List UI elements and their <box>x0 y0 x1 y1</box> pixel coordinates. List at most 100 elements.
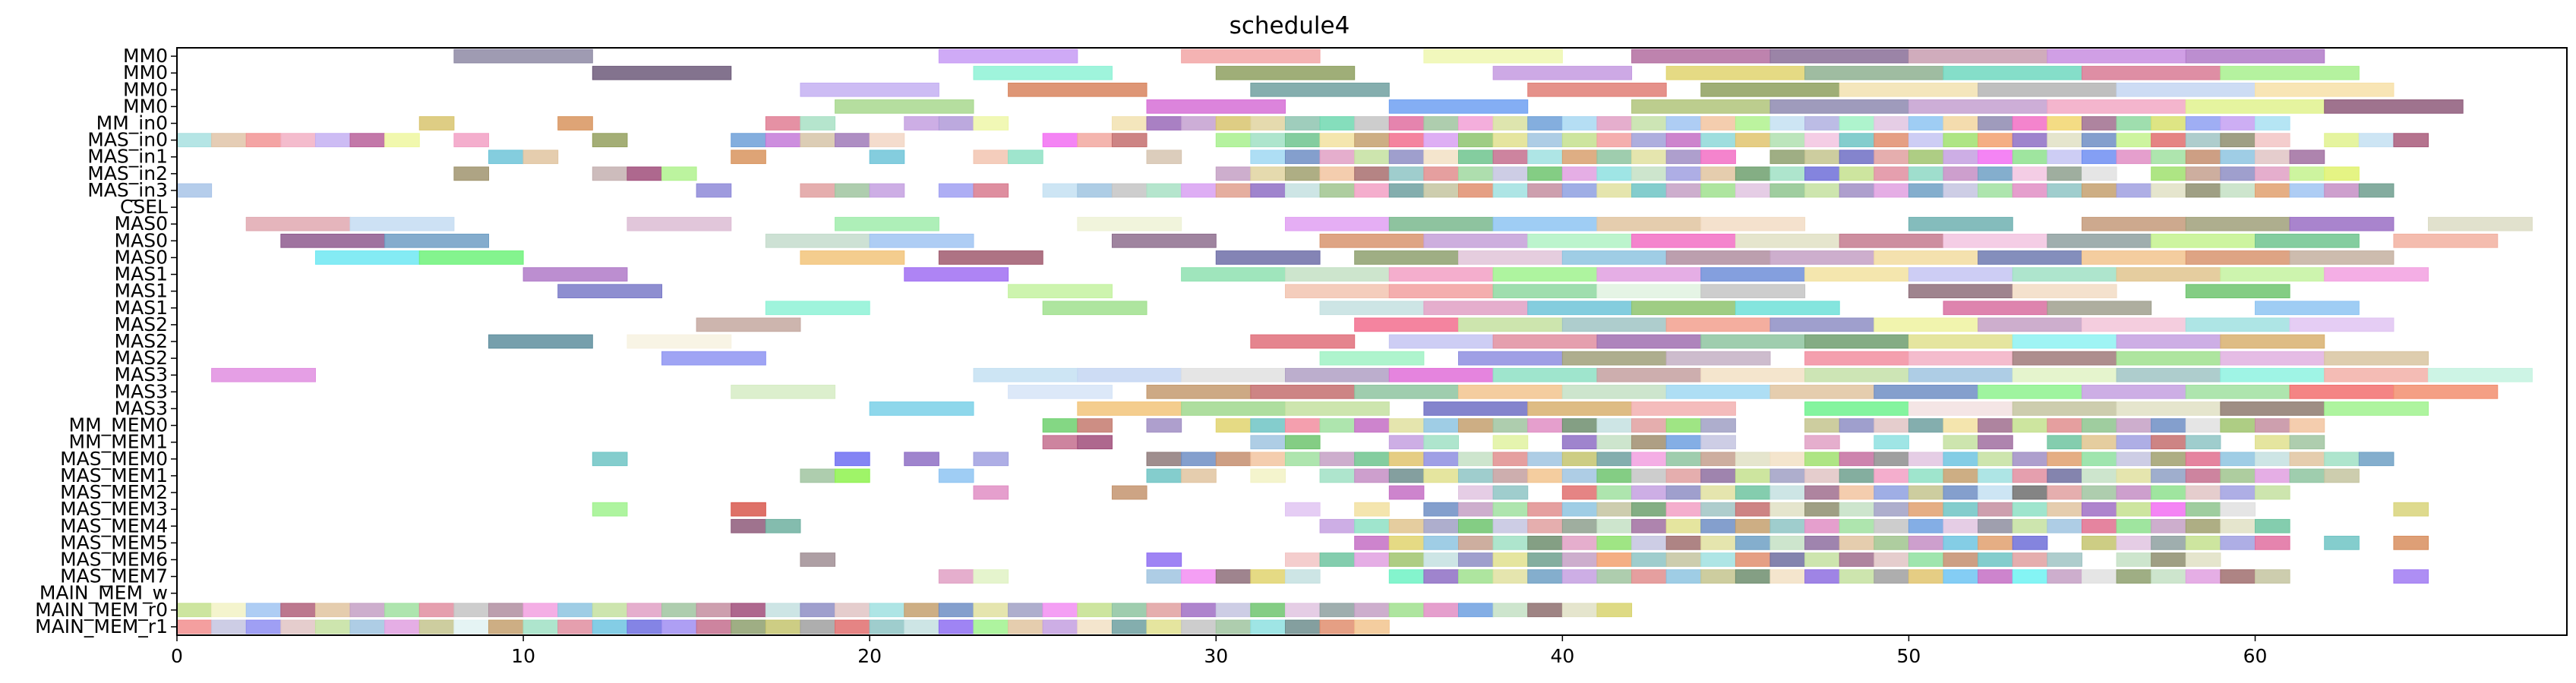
task-bar <box>2220 65 2360 80</box>
task-bar <box>2289 150 2325 165</box>
task-bar <box>1908 502 1944 517</box>
task-bar <box>1354 603 1390 618</box>
task-bar <box>1596 418 1633 433</box>
task-bar <box>522 603 559 618</box>
task-bar <box>1181 183 1217 198</box>
task-bar <box>904 619 939 634</box>
task-bar <box>2116 468 2152 483</box>
task-bar <box>1250 435 1286 450</box>
task-bar <box>2116 552 2152 567</box>
task-bar <box>1388 334 1494 349</box>
ytick-label: MAS1 <box>115 280 168 302</box>
task-bar <box>2012 452 2048 467</box>
task-bar <box>1769 317 1875 332</box>
task-bar <box>384 619 420 634</box>
task-bar <box>1284 284 1390 299</box>
task-bar <box>1596 603 1633 618</box>
task-bar <box>1319 552 1356 567</box>
task-bar <box>2185 284 2290 299</box>
task-bar <box>1665 485 1702 500</box>
task-bar <box>1943 468 1979 483</box>
ytick-label: MAS_MEM0 <box>60 448 168 470</box>
ytick-label: MAIN_MEM_w <box>39 582 168 604</box>
task-bar <box>384 603 420 618</box>
task-bar <box>1908 569 1944 584</box>
task-bar <box>280 619 316 634</box>
task-bar <box>2255 418 2290 433</box>
task-bar <box>2185 569 2221 584</box>
task-bar <box>1561 468 1598 483</box>
task-bar <box>1978 133 2013 147</box>
task-bar <box>1839 133 1875 147</box>
task-bar <box>1423 552 1460 567</box>
task-bar <box>1181 468 1217 483</box>
ytick-label: MAS_MEM6 <box>60 548 168 570</box>
task-bar <box>1354 317 1460 332</box>
task-bar <box>1631 502 1667 517</box>
task-bar <box>2081 452 2117 467</box>
task-bar <box>731 619 766 634</box>
task-bar <box>1596 334 1702 349</box>
task-bar <box>2289 317 2394 332</box>
task-bar <box>176 133 213 147</box>
task-bar <box>2047 485 2082 500</box>
task-bar <box>1631 536 1667 550</box>
task-bar <box>2012 418 2048 433</box>
task-bar <box>2393 384 2499 399</box>
task-bar <box>1561 603 1598 618</box>
task-bar <box>1874 116 1909 131</box>
task-bar <box>1839 166 1875 181</box>
task-bar <box>1077 619 1113 634</box>
ytick-label: MAS2 <box>115 330 168 352</box>
task-bar <box>1319 619 1356 634</box>
task-bar <box>2151 569 2186 584</box>
task-bar <box>1388 485 1425 500</box>
task-bar <box>1215 250 1321 265</box>
task-bar <box>1596 502 1633 517</box>
task-bar <box>1804 150 1840 165</box>
task-bar <box>1354 452 1390 467</box>
task-bar <box>1735 569 1771 584</box>
task-bar <box>2185 485 2221 500</box>
task-bar <box>2185 216 2290 231</box>
task-bar <box>1804 367 1909 382</box>
task-bar <box>2081 216 2186 231</box>
task-bar <box>1215 116 1252 131</box>
task-bar <box>1804 401 1909 416</box>
task-bar <box>696 603 732 618</box>
task-bar <box>938 183 974 198</box>
task-bar <box>1458 250 1563 265</box>
task-bar <box>1181 367 1286 382</box>
task-bar <box>1978 502 2013 517</box>
task-bar <box>2012 367 2117 382</box>
task-bar <box>696 317 801 332</box>
task-bar <box>2081 569 2117 584</box>
task-bar <box>2151 233 2256 248</box>
task-bar <box>1943 116 1979 131</box>
xtick-label: 0 <box>171 645 183 667</box>
task-bar <box>1769 485 1806 500</box>
task-bar <box>1700 267 1806 282</box>
task-bar <box>1354 250 1460 265</box>
task-bar <box>1492 418 1529 433</box>
task-bar <box>1700 418 1736 433</box>
task-bar <box>1388 116 1425 131</box>
task-bar <box>1665 150 1702 165</box>
plot-area <box>176 49 2533 634</box>
task-bar <box>1978 435 2013 450</box>
task-bar <box>1874 552 1909 567</box>
task-bar <box>1978 166 2013 181</box>
task-bar <box>2012 536 2048 550</box>
task-bar <box>938 619 974 634</box>
task-bar <box>1665 418 1702 433</box>
task-bar <box>2116 401 2221 416</box>
task-bar <box>2081 183 2117 198</box>
task-bar <box>557 603 593 618</box>
task-bar <box>1631 468 1667 483</box>
task-bar <box>973 116 1009 131</box>
task-bar <box>1146 183 1182 198</box>
task-bar <box>2047 116 2082 131</box>
ytick-label: MM0 <box>123 95 168 117</box>
task-bar <box>731 603 766 618</box>
task-bar <box>661 351 766 366</box>
